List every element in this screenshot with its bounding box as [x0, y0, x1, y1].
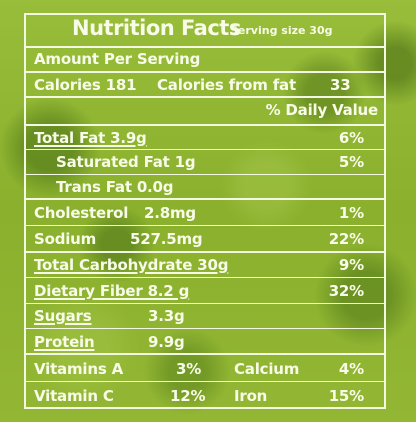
sugars-label: Sugars	[34, 307, 92, 325]
sugars-amount: 3.3g	[148, 307, 185, 325]
sodium-amount: 527.5mg	[130, 230, 203, 248]
sodium-label: Sodium	[34, 230, 97, 248]
nutrition-facts-title: Nutrition Facts	[72, 16, 241, 40]
protein-amount: 9.9g	[148, 333, 185, 351]
calories-from-fat-value: 33	[330, 76, 351, 94]
total-fat-dv: 6%	[338, 129, 364, 147]
trans-fat-label: Trans Fat 0.0g	[56, 178, 174, 196]
calories-from-fat-label: Calories from fat	[157, 76, 296, 94]
iron-dv: 15%	[328, 387, 365, 405]
iron-label: Iron	[234, 387, 268, 405]
total-carbohydrate-dv: 9%	[338, 256, 364, 274]
saturated-fat-label: Saturated Fat 1g	[56, 153, 196, 171]
title-row: Nutrition Facts Serving size 30g	[26, 15, 384, 48]
calories: Calories 181	[34, 76, 137, 94]
daily-value-header: % Daily Value	[265, 101, 379, 119]
saturated-fat-row: Saturated Fat 1g 5%	[26, 150, 384, 175]
vitamin-c-iron-row: Vitamin C 12% Iron 15%	[26, 382, 384, 409]
protein-row: Protein 9.9g	[26, 329, 384, 355]
vitamin-c-dv: 12%	[170, 387, 206, 405]
dietary-fiber-label: Dietary Fiber 8.2 g	[34, 282, 190, 300]
vitamin-c-label: Vitamin C	[34, 387, 114, 405]
dietary-fiber-row: Dietary Fiber 8.2 g 32%	[26, 278, 384, 304]
total-fat-row: Total Fat 3.9g 6%	[26, 126, 384, 150]
total-carbohydrate-row: Total Carbohydrate 30g 9%	[26, 253, 384, 278]
sugars-row: Sugars 3.3g	[26, 304, 384, 329]
calcium-dv: 4%	[338, 360, 364, 378]
cholesterol-label: Cholesterol	[34, 204, 129, 222]
total-carbohydrate-label: Total Carbohydrate 30g	[34, 256, 229, 274]
trans-fat-row: Trans Fat 0.0g	[26, 175, 384, 200]
vitamin-a-label: Vitamins A	[34, 360, 123, 378]
vitamin-a-calcium-row: Vitamins A 3% Calcium 4%	[26, 355, 384, 382]
cholesterol-amount: 2.8mg	[144, 204, 196, 222]
calcium-label: Calcium	[234, 360, 300, 378]
nutrition-facts-label: Nutrition Facts Serving size 30g Amount …	[24, 13, 386, 409]
sodium-row: Sodium 527.5mg 22%	[26, 226, 384, 253]
calories-row: Calories 181 Calories from fat 33	[26, 73, 384, 98]
dietary-fiber-dv: 32%	[328, 282, 365, 300]
serving-size: Serving size 30g	[230, 24, 333, 37]
cholesterol-row: Cholesterol 2.8mg 1%	[26, 200, 384, 226]
sodium-dv: 22%	[328, 230, 365, 248]
daily-value-header-row: % Daily Value	[26, 98, 384, 126]
amount-per-serving-row: Amount Per Serving	[26, 48, 384, 73]
saturated-fat-dv: 5%	[338, 153, 364, 171]
total-fat-label: Total Fat 3.9g	[34, 129, 147, 147]
protein-label: Protein	[34, 333, 95, 351]
vitamin-a-dv: 3%	[176, 360, 202, 378]
amount-per-serving: Amount Per Serving	[34, 50, 201, 68]
cholesterol-dv: 1%	[338, 204, 364, 222]
